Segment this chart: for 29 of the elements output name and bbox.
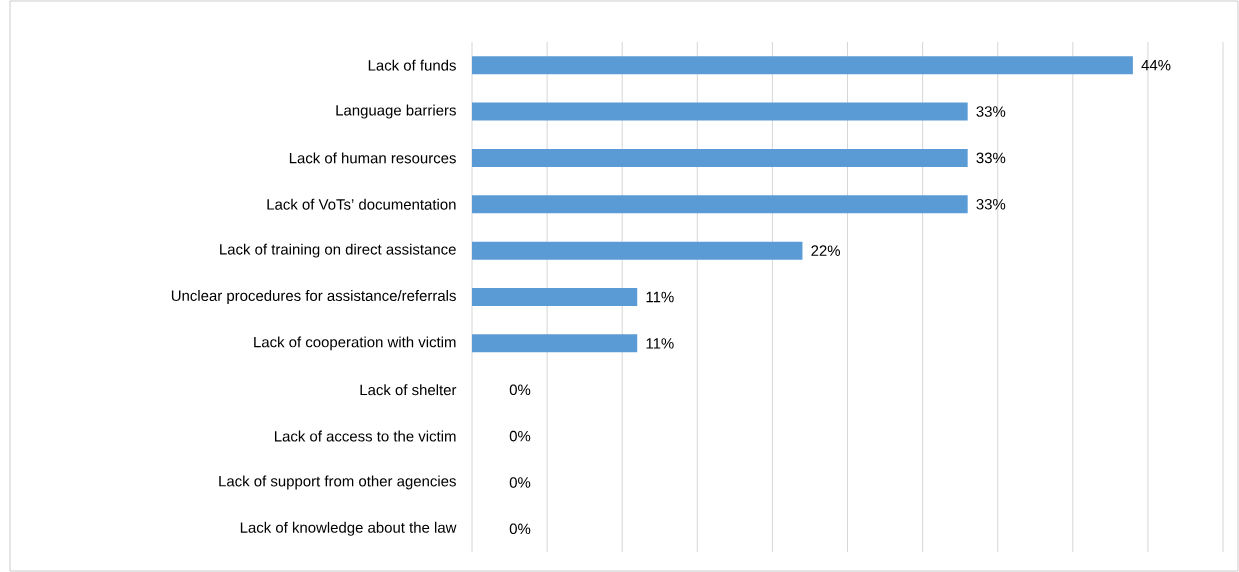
data-label: 33% — [976, 198, 1006, 210]
y-tick-label: Lack of support from other agencies — [219, 475, 456, 490]
data-label: 11% — [646, 291, 674, 303]
y-tick-label: Lack of VoTs’ documentation — [267, 198, 456, 210]
y-tick-label: Lack of funds — [368, 59, 456, 71]
y-tick-label: Lack of access to the victim — [274, 430, 456, 442]
bar — [472, 195, 968, 214]
bar — [472, 148, 968, 167]
data-label: 22% — [811, 245, 841, 256]
data-label: 33% — [976, 106, 1006, 117]
bar — [472, 334, 638, 353]
data-label: 0% — [509, 523, 531, 535]
data-label: 0% — [509, 430, 531, 442]
bar — [472, 56, 1133, 75]
data-label: 0% — [509, 477, 531, 488]
y-tick-label: Lack of cooperation with victim — [254, 336, 456, 351]
y-tick-label: Language barriers — [336, 104, 456, 119]
y-tick-label: Unclear procedures for assistance/referrals — [171, 290, 456, 304]
bar — [472, 241, 803, 260]
y-tick-label: Lack of training on direct assistance — [220, 243, 456, 258]
y-tick-label: Lack of human resources — [289, 152, 456, 164]
data-label: 33% — [976, 152, 1006, 164]
bar — [472, 288, 638, 306]
data-label: 44% — [1141, 59, 1171, 71]
y-tick-label: Lack of shelter — [360, 384, 457, 396]
data-label: 0% — [509, 384, 531, 396]
data-label: 11% — [646, 338, 674, 349]
bar — [472, 102, 968, 121]
y-tick-label: Lack of knowledge about the law — [240, 521, 457, 536]
